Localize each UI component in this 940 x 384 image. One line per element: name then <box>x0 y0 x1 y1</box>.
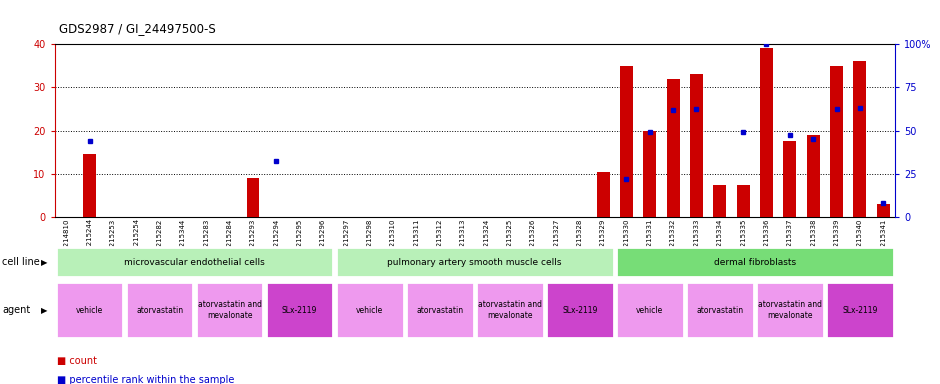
Text: atorvastatin and
mevalonate: atorvastatin and mevalonate <box>478 300 541 320</box>
Bar <box>246 178 259 217</box>
Bar <box>854 61 867 217</box>
Bar <box>877 204 889 217</box>
Text: ■ percentile rank within the sample: ■ percentile rank within the sample <box>57 375 235 384</box>
Bar <box>266 282 334 338</box>
Bar <box>666 79 680 217</box>
Text: atorvastatin: atorvastatin <box>697 306 744 314</box>
Bar <box>597 172 609 217</box>
Bar <box>126 282 194 338</box>
Text: ■ count: ■ count <box>57 356 98 366</box>
Text: agent: agent <box>2 305 30 315</box>
Bar <box>783 141 796 217</box>
Bar <box>55 282 123 338</box>
Text: ▶: ▶ <box>40 306 47 314</box>
Bar <box>756 282 823 338</box>
Bar <box>336 282 403 338</box>
Bar <box>713 185 727 217</box>
Bar <box>830 66 843 217</box>
Bar <box>476 282 543 338</box>
Text: atorvastatin and
mevalonate: atorvastatin and mevalonate <box>758 300 822 320</box>
Bar <box>807 135 820 217</box>
Bar <box>55 247 334 277</box>
Bar <box>643 131 656 217</box>
Text: SLx-2119: SLx-2119 <box>282 306 318 314</box>
Text: GDS2987 / GI_24497500-S: GDS2987 / GI_24497500-S <box>59 22 216 35</box>
Text: cell line: cell line <box>2 257 39 267</box>
Text: vehicle: vehicle <box>356 306 384 314</box>
Bar <box>546 282 614 338</box>
Bar <box>406 282 474 338</box>
Bar <box>737 185 749 217</box>
Bar <box>690 74 703 217</box>
Bar <box>196 282 263 338</box>
Text: atorvastatin: atorvastatin <box>136 306 183 314</box>
Text: ▶: ▶ <box>40 258 47 266</box>
Text: SLx-2119: SLx-2119 <box>842 306 878 314</box>
Bar <box>760 48 773 217</box>
Bar <box>686 282 754 338</box>
Text: atorvastatin and
mevalonate: atorvastatin and mevalonate <box>197 300 261 320</box>
Text: SLx-2119: SLx-2119 <box>562 306 598 314</box>
Text: microvascular endothelial cells: microvascular endothelial cells <box>124 258 265 266</box>
Bar <box>336 247 614 277</box>
Text: vehicle: vehicle <box>76 306 103 314</box>
Text: pulmonary artery smooth muscle cells: pulmonary artery smooth muscle cells <box>387 258 562 266</box>
Text: atorvastatin: atorvastatin <box>416 306 463 314</box>
Bar <box>616 282 683 338</box>
Text: vehicle: vehicle <box>636 306 664 314</box>
Bar <box>83 154 96 217</box>
Bar <box>620 66 633 217</box>
Bar <box>616 247 894 277</box>
Text: dermal fibroblasts: dermal fibroblasts <box>713 258 796 266</box>
Bar <box>826 282 894 338</box>
